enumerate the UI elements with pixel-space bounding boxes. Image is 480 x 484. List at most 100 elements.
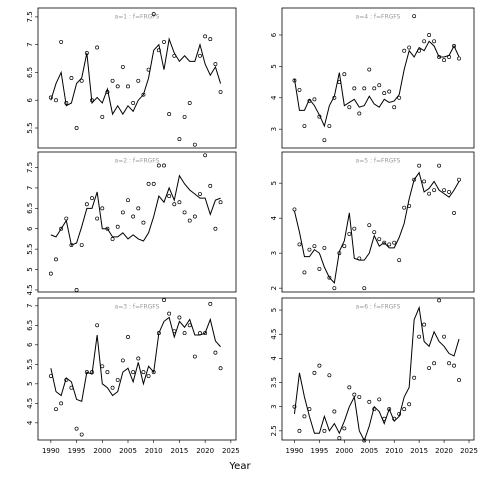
x-tick-label: 2025 (460, 447, 478, 455)
data-point (141, 92, 146, 97)
data-point (347, 231, 352, 236)
x-tick-label: 1995 (68, 447, 86, 455)
data-point (131, 101, 136, 105)
data-point (417, 163, 422, 168)
data-point (156, 48, 161, 53)
data-point (136, 206, 141, 211)
data-point (442, 334, 447, 339)
data-point (292, 404, 297, 409)
data-point (342, 72, 347, 77)
data-point (412, 177, 417, 182)
data-point (412, 375, 417, 380)
data-point (59, 39, 64, 44)
data-point (412, 14, 417, 19)
y-tick-label: 3.5 (270, 377, 278, 388)
data-point (110, 78, 115, 83)
data-point (156, 163, 161, 168)
data-point (312, 370, 317, 375)
data-point (95, 216, 100, 221)
data-point (48, 374, 53, 378)
data-point (213, 226, 218, 231)
y-tick-label: 5.5 (26, 244, 34, 255)
y-tick-label: 3 (270, 127, 278, 131)
data-point (100, 114, 105, 119)
data-point (151, 12, 156, 17)
y-tick-label: 5 (270, 181, 278, 185)
data-point (437, 298, 442, 303)
data-point (172, 329, 177, 334)
data-point (218, 89, 223, 94)
fitted-line (293, 171, 460, 284)
data-point (432, 188, 437, 193)
data-point (136, 78, 141, 83)
data-point (317, 114, 322, 119)
data-point (312, 244, 317, 249)
data-point (347, 385, 352, 390)
data-point (332, 95, 337, 100)
y-tick-label: 6 (26, 97, 34, 102)
data-point (352, 226, 357, 231)
x-tick-label: 1990 (42, 447, 60, 455)
y-tick-label: 6 (26, 342, 34, 347)
data-point (372, 86, 377, 91)
data-point (457, 56, 461, 61)
data-point (141, 220, 146, 225)
x-tick-label: 1990 (286, 447, 304, 455)
data-point (447, 361, 452, 366)
data-point (126, 198, 130, 203)
data-point (54, 407, 58, 412)
data-point (337, 251, 342, 256)
data-point (120, 358, 125, 363)
y-tick-label: 4 (270, 95, 278, 100)
data-point (422, 39, 427, 44)
data-point (208, 301, 213, 306)
data-point (422, 179, 427, 184)
data-point (126, 84, 130, 89)
data-point (84, 202, 89, 207)
data-point (198, 192, 202, 196)
data-point (342, 244, 347, 249)
y-tick-label: 6.5 (26, 320, 34, 331)
data-point (59, 226, 64, 231)
data-point (131, 214, 136, 219)
data-point (156, 331, 161, 336)
data-point (141, 370, 146, 375)
fitted-line (50, 174, 221, 246)
data-point (131, 370, 136, 375)
x-tick-label: 2015 (410, 447, 428, 455)
data-point (167, 311, 172, 316)
data-point (377, 397, 382, 402)
data-point (105, 226, 110, 231)
data-point (187, 323, 192, 328)
data-point (377, 83, 382, 88)
data-point (187, 218, 192, 223)
data-point (317, 266, 322, 271)
data-point (95, 323, 100, 328)
data-point (357, 111, 362, 116)
x-tick-label: 2020 (196, 447, 214, 455)
y-tick-label: 5.5 (26, 122, 34, 133)
data-point (90, 196, 94, 201)
data-point (162, 298, 166, 302)
data-point (457, 378, 461, 383)
data-point (162, 163, 166, 168)
data-point (402, 48, 407, 53)
y-tick-label: 6 (270, 32, 278, 37)
data-point (397, 258, 402, 263)
data-point (218, 366, 223, 371)
data-point (90, 98, 94, 103)
data-point (136, 356, 141, 361)
data-point (402, 407, 407, 412)
data-point (422, 322, 427, 327)
data-point (317, 363, 322, 368)
data-point (407, 45, 412, 50)
data-point (392, 416, 397, 421)
y-tick-label: 6.5 (26, 67, 34, 78)
data-point (302, 414, 307, 419)
data-point (120, 210, 125, 215)
fitted-line (50, 37, 222, 116)
data-point (307, 407, 312, 412)
data-point (387, 242, 392, 247)
panel-title: a=1 : f=FRGFS (115, 14, 160, 21)
data-point (177, 137, 182, 142)
